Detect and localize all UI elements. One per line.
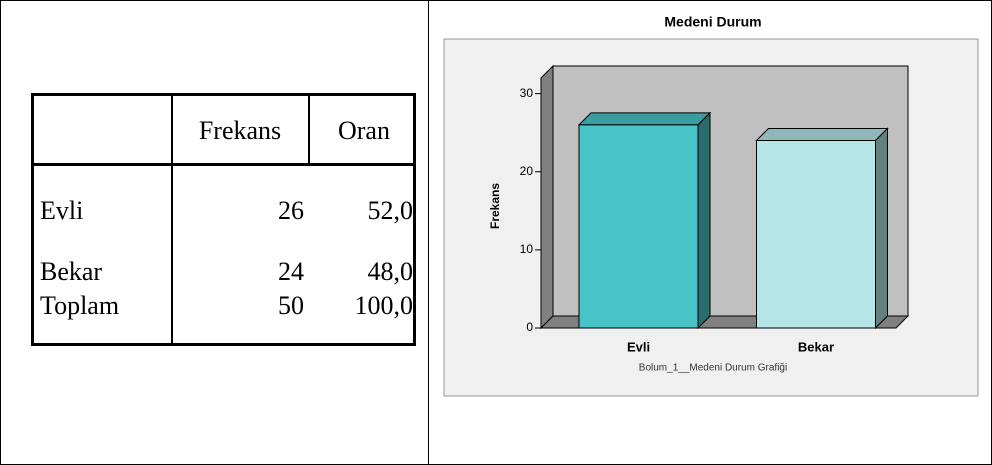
cell: 52,0 [367, 196, 414, 225]
row-label: Toplam [40, 291, 120, 320]
column-rule [308, 96, 310, 163]
row-label: Bekar [40, 257, 103, 286]
cell-divider [428, 1, 429, 464]
cell: 100,0 [354, 291, 414, 320]
bar-top [755, 128, 889, 141]
bar-side [875, 127, 888, 330]
frequency-table: Frekans Oran Evli 26 52,0 Bekar 24 48,0 … [31, 93, 416, 346]
y-tick-label: 20 [520, 164, 534, 178]
cell: 50 [278, 291, 304, 320]
cell: 24 [278, 257, 304, 286]
x-tick-label: Bekar [798, 339, 834, 354]
y-tick-label: 30 [520, 86, 534, 100]
bar-top [577, 112, 712, 126]
x-axis-label: Bolum_1__Medeni Durum Grafiği [639, 363, 787, 374]
chart-title: Medeni Durum [664, 14, 761, 30]
bar [578, 124, 699, 329]
y-tick-label: 0 [526, 320, 533, 334]
header-rule [34, 163, 413, 166]
column-rule [171, 96, 173, 343]
row-label: Evli [40, 196, 84, 225]
bar-side [697, 111, 711, 330]
y-tick-label: 10 [520, 242, 534, 256]
header-cell: Frekans [198, 116, 282, 145]
header-cell: Oran [338, 116, 390, 145]
y-axis-label: Frekans [488, 183, 502, 229]
bar [756, 140, 876, 329]
cell: 26 [278, 196, 304, 225]
left-wall [540, 64, 554, 330]
cell: 48,0 [367, 257, 414, 286]
x-tick-label: Evli [627, 339, 650, 354]
